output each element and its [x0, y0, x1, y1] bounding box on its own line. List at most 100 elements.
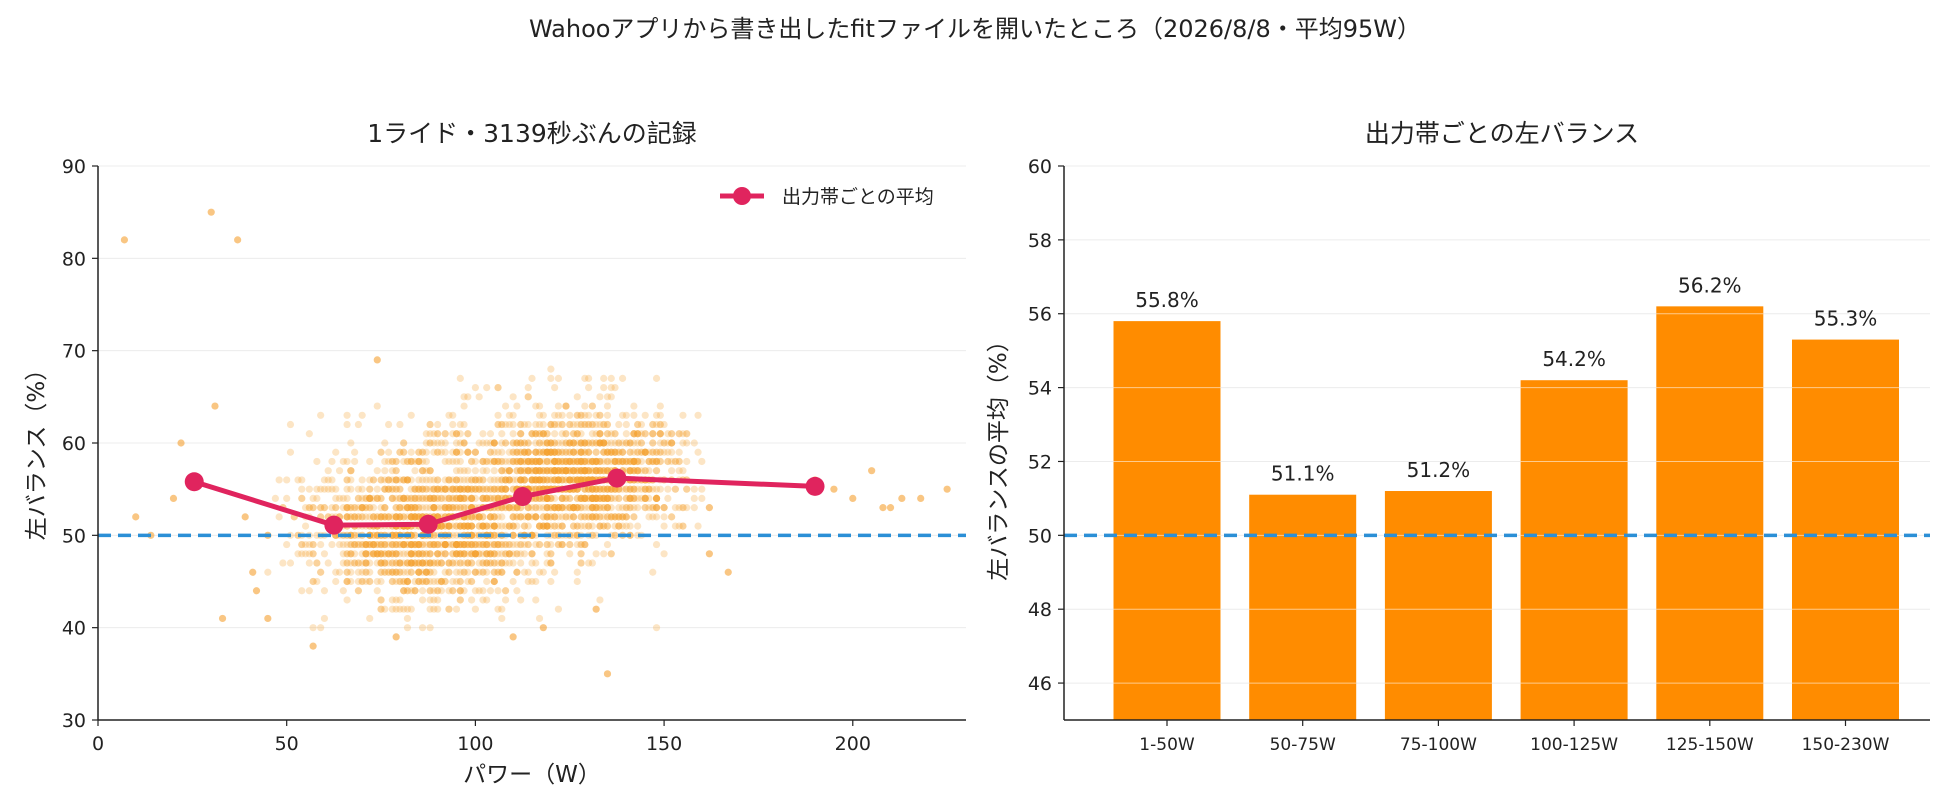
scatter-point [411, 587, 419, 595]
scatter-point [694, 522, 702, 530]
scatter-point [626, 504, 634, 512]
scatter-point [332, 448, 340, 456]
scatter-point [569, 448, 578, 456]
scatter-point [581, 448, 589, 456]
scatter-point [320, 504, 329, 512]
scatter-point [441, 457, 449, 466]
scatter-point [456, 568, 464, 576]
scatter-point [490, 485, 498, 493]
scatter-point [569, 448, 578, 456]
scatter-point [366, 513, 374, 521]
scatter-point [634, 430, 642, 438]
scatter-point [468, 485, 476, 493]
scatter-point [603, 402, 612, 410]
scatter-point [551, 531, 559, 539]
scatter-point [513, 568, 521, 576]
scatter-point [471, 457, 479, 466]
scatter-point [456, 504, 464, 512]
scatter-point [547, 559, 555, 567]
scatter-point [577, 411, 585, 419]
scatter-point [694, 448, 702, 456]
scatter-point [384, 420, 393, 429]
scatter-point [554, 457, 563, 466]
scatter-point [434, 485, 442, 493]
scatter-point [569, 439, 578, 447]
scatter-point [475, 439, 483, 447]
scatter-point [652, 540, 661, 549]
scatter-point [441, 485, 449, 493]
scatter-point [566, 476, 574, 484]
scatter-point [475, 587, 483, 595]
scatter-point [577, 448, 585, 456]
scatter-point [309, 624, 317, 632]
scatter-point [449, 531, 457, 539]
bar [1520, 380, 1628, 720]
scatter-point [411, 457, 419, 466]
scatter-point [418, 559, 427, 567]
scatter-point [630, 485, 638, 493]
scatter-point [468, 540, 476, 549]
scatter-point [618, 457, 627, 466]
scatter-point [596, 430, 604, 438]
scatter-point [547, 439, 555, 447]
scatter-point [403, 614, 412, 623]
scatter-point [456, 420, 464, 429]
scatter-point [581, 411, 589, 419]
scatter-point [520, 467, 529, 475]
scatter-point [449, 587, 457, 595]
scatter-point [520, 439, 529, 447]
scatter-point [456, 485, 464, 493]
scatter-point [452, 540, 461, 549]
scatter-point [362, 550, 370, 558]
scatter-point [441, 540, 449, 549]
scatter-point [430, 559, 438, 567]
scatter-point [660, 439, 668, 447]
scatter-point [569, 439, 578, 447]
scatter-point [547, 559, 555, 567]
scatter-point [543, 494, 551, 502]
scatter-point [600, 448, 608, 456]
scatter-point [626, 467, 634, 475]
scatter-point [577, 550, 585, 558]
scatter-point [400, 540, 408, 549]
scatter-point [464, 504, 472, 512]
scatter-point [373, 531, 381, 539]
scatter-point [369, 531, 378, 539]
scatter-point [490, 577, 498, 586]
scatter-point [588, 439, 596, 447]
scatter-point [592, 494, 600, 502]
scatter-point [596, 411, 604, 419]
scatter-point [501, 485, 510, 493]
scatter-point [520, 476, 529, 484]
scatter-point [490, 457, 498, 466]
scatter-point [400, 540, 408, 549]
scatter-point [596, 596, 604, 604]
scatter-point [532, 577, 540, 586]
scatter-point [543, 494, 551, 502]
scatter-point [566, 439, 574, 447]
scatter-point [524, 467, 532, 475]
scatter-point [603, 420, 612, 429]
scatter-point [449, 504, 457, 512]
scatter-point [513, 467, 521, 475]
scatter-point [483, 550, 491, 558]
scatter-point [660, 504, 668, 512]
scatter-point [437, 577, 446, 586]
scatter-point [626, 494, 634, 502]
scatter-point [494, 384, 502, 392]
scatter-point [577, 448, 585, 456]
scatter-point [660, 439, 668, 447]
scatter-point [577, 439, 585, 447]
scatter-point [377, 513, 385, 521]
scatter-point [494, 540, 502, 549]
scatter-point [377, 550, 385, 558]
scatter-point [373, 356, 381, 364]
scatter-point [615, 504, 623, 512]
scatter-point [622, 485, 630, 493]
scatter-point [615, 522, 623, 530]
scatter-point [558, 504, 566, 512]
scatter-point [603, 494, 612, 502]
scatter-point [622, 439, 630, 447]
scatter-point [509, 522, 517, 530]
scatter-point [445, 605, 453, 613]
